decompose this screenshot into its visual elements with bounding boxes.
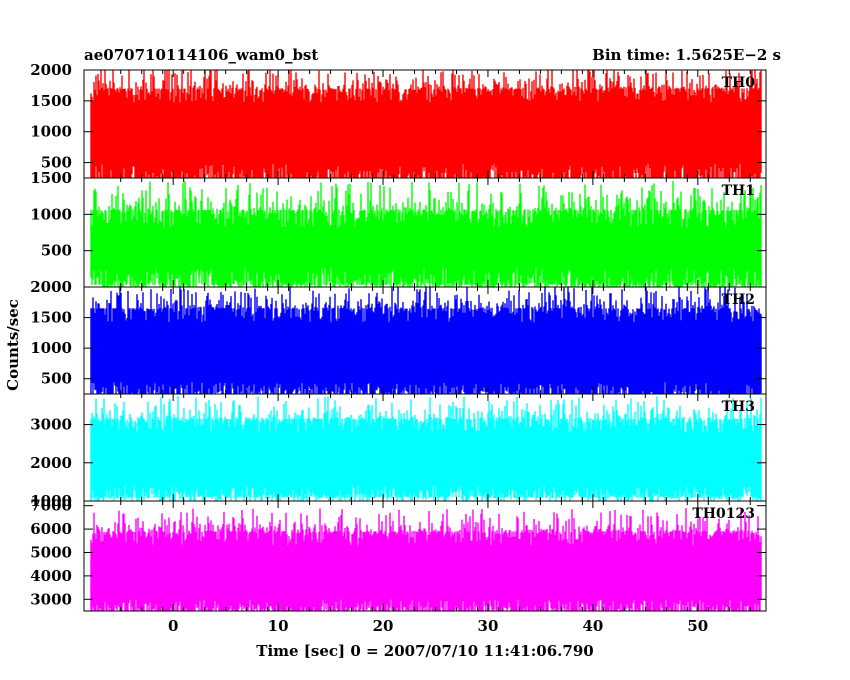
panel-label-th0: TH0	[722, 75, 756, 91]
y-tick-label-th3: 3000	[30, 416, 72, 434]
y-axis-label: Counts/sec	[4, 299, 22, 391]
y-tick-label-th0123: 4000	[30, 567, 72, 585]
figure-title-right: Bin time: 1.5625E−2 s	[592, 46, 781, 64]
series-th1-trace	[90, 181, 762, 287]
x-tick-label: 20	[373, 617, 394, 635]
x-tick-label: 10	[268, 617, 289, 635]
x-axis-label: Time [sec] 0 = 2007/07/10 11:41:06.790	[256, 642, 593, 660]
y-tick-label-th0: 1500	[30, 92, 72, 110]
y-tick-label-th0: 1000	[30, 123, 72, 141]
y-tick-label-th1: 500	[41, 242, 72, 260]
series-th0-trace	[90, 70, 762, 178]
y-tick-label-th3: 1000	[30, 492, 72, 510]
y-tick-label-th0123: 7000	[30, 497, 72, 515]
x-tick-label: 50	[687, 617, 708, 635]
y-tick-label-th0: 2000	[30, 61, 72, 79]
y-tick-label-th1: 1500	[30, 169, 72, 187]
y-tick-label-th3: 2000	[30, 454, 72, 472]
panel-label-th0123: TH0123	[692, 506, 755, 522]
panels-group: 500100015002000TH050010001500TH150010001…	[30, 61, 767, 635]
panel-label-th3: TH3	[722, 399, 755, 415]
y-tick-label-th2: 500	[41, 370, 72, 388]
panel-label-th2: TH2	[722, 292, 755, 308]
y-tick-label-th2: 1500	[30, 309, 72, 327]
panel-label-th1: TH1	[722, 183, 755, 199]
figure-title-left: ae070710114106_wam0_bst	[84, 46, 318, 64]
series-th3-trace	[90, 396, 762, 501]
x-tick-label: 30	[478, 617, 499, 635]
y-tick-label-th0123: 6000	[30, 520, 72, 538]
y-tick-label-th0: 500	[41, 154, 72, 172]
y-tick-label-th0123: 5000	[30, 543, 72, 561]
y-tick-label-th1: 1000	[30, 205, 72, 223]
x-tick-label: 40	[582, 617, 603, 635]
y-tick-label-th0123: 3000	[30, 590, 72, 608]
x-tick-label: 0	[168, 617, 178, 635]
series-th2-trace	[90, 287, 762, 394]
y-tick-label-th2: 2000	[30, 278, 72, 296]
series-th0123-trace	[90, 508, 762, 611]
panel-frame-th0123	[83, 500, 767, 612]
y-tick-label-th2: 1000	[30, 339, 72, 357]
